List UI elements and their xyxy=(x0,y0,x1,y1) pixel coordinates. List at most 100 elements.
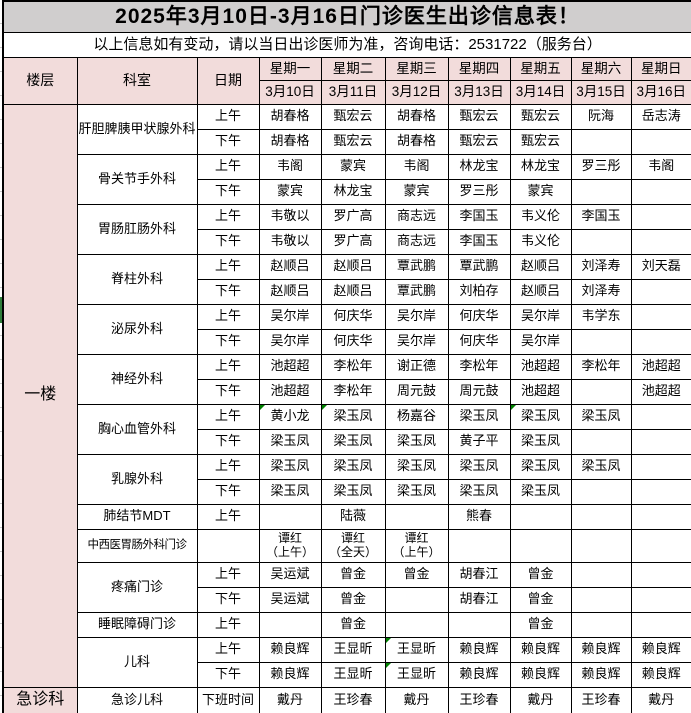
department-cell[interactable]: 肝胆脾胰甲状腺外科 xyxy=(76,103,198,155)
time-slot-cell[interactable]: 下午 xyxy=(196,661,260,688)
floor-cell[interactable]: 一楼 xyxy=(2,103,78,688)
schedule-cell[interactable] xyxy=(509,528,572,563)
schedule-cell[interactable]: 梁玉凤 xyxy=(320,453,386,480)
schedule-cell[interactable]: 罗三彤 xyxy=(447,178,511,205)
schedule-cell[interactable]: 梁玉凤 xyxy=(258,453,322,480)
schedule-cell[interactable]: 何庆华 xyxy=(447,303,511,330)
schedule-cell[interactable]: 梁玉凤 xyxy=(320,478,386,505)
schedule-cell[interactable]: 王显昕 xyxy=(384,636,449,663)
schedule-cell[interactable]: 赵顺吕 xyxy=(258,278,322,305)
schedule-cell[interactable]: 商志远 xyxy=(384,228,449,255)
schedule-cell[interactable]: 梁玉凤 xyxy=(509,453,572,480)
schedule-cell[interactable]: 罗广高 xyxy=(320,203,386,230)
schedule-cell[interactable]: 赖良辉 xyxy=(258,636,322,663)
schedule-cell[interactable]: 吴尔岸 xyxy=(258,303,322,330)
schedule-cell[interactable]: 韦敬以 xyxy=(258,203,322,230)
schedule-cell[interactable]: 王珍春 xyxy=(447,686,511,713)
schedule-cell[interactable] xyxy=(570,228,632,255)
schedule-cell[interactable]: 林龙宝 xyxy=(320,178,386,205)
schedule-cell[interactable]: 池超超 xyxy=(630,353,691,380)
department-cell[interactable]: 脊柱外科 xyxy=(76,253,198,305)
schedule-cell[interactable] xyxy=(570,528,632,563)
schedule-cell[interactable]: 胡春格 xyxy=(258,103,322,130)
schedule-cell[interactable]: 韦敬以 xyxy=(258,228,322,255)
schedule-cell[interactable]: 曾金 xyxy=(384,561,449,588)
schedule-cell[interactable]: 胡春江 xyxy=(447,586,511,613)
schedule-cell[interactable] xyxy=(570,586,632,613)
schedule-cell[interactable] xyxy=(384,611,449,638)
time-slot-cell[interactable]: 上午 xyxy=(196,103,260,130)
weekday-header-thu[interactable]: 星期四 xyxy=(447,56,511,81)
time-slot-cell[interactable] xyxy=(196,528,260,563)
schedule-cell[interactable]: 赖良辉 xyxy=(447,661,511,688)
schedule-cell[interactable]: 赖良辉 xyxy=(509,661,572,688)
department-cell[interactable]: 胃肠肛肠外科 xyxy=(76,203,198,255)
schedule-cell[interactable]: 刘泽寿 xyxy=(570,278,632,305)
schedule-cell[interactable]: 梁玉凤 xyxy=(258,428,322,455)
schedule-cell[interactable]: 韦义伦 xyxy=(509,228,572,255)
schedule-cell[interactable] xyxy=(630,128,691,155)
schedule-cell[interactable]: 韦阁 xyxy=(258,153,322,180)
schedule-cell[interactable]: 蒙宾 xyxy=(509,178,572,205)
schedule-cell[interactable]: 甄宏云 xyxy=(447,103,511,130)
time-slot-cell[interactable]: 下午 xyxy=(196,278,260,305)
time-slot-cell[interactable]: 下班时间 xyxy=(196,686,260,713)
schedule-cell[interactable]: 赵顺吕 xyxy=(258,253,322,280)
schedule-cell[interactable]: 胡春格 xyxy=(258,128,322,155)
schedule-cell[interactable] xyxy=(630,178,691,205)
schedule-cell[interactable]: 戴丹 xyxy=(258,686,322,713)
time-slot-cell[interactable]: 上午 xyxy=(196,453,260,480)
schedule-cell[interactable]: 李松年 xyxy=(570,353,632,380)
weekday-header-mon[interactable]: 星期一 xyxy=(258,56,322,81)
schedule-cell[interactable]: 韦学东 xyxy=(570,303,632,330)
department-cell[interactable]: 神经外科 xyxy=(76,353,198,405)
schedule-cell[interactable]: 梁玉凤 xyxy=(384,478,449,505)
time-slot-cell[interactable]: 下午 xyxy=(196,178,260,205)
schedule-cell[interactable]: 甄宏云 xyxy=(509,103,572,130)
schedule-cell[interactable]: 曾金 xyxy=(509,561,572,588)
schedule-cell[interactable]: 甄宏云 xyxy=(320,128,386,155)
schedule-cell[interactable] xyxy=(630,403,691,430)
department-cell[interactable]: 中西医胃肠外科门诊 xyxy=(76,528,198,563)
schedule-cell[interactable]: 蒙宾 xyxy=(384,178,449,205)
schedule-cell[interactable]: 覃武鹏 xyxy=(384,278,449,305)
schedule-cell[interactable]: 商志远 xyxy=(384,203,449,230)
schedule-cell[interactable]: 赵顺吕 xyxy=(320,253,386,280)
schedule-cell[interactable] xyxy=(570,178,632,205)
schedule-cell[interactable]: 池超超 xyxy=(509,378,572,405)
schedule-cell[interactable]: 何庆华 xyxy=(320,328,386,355)
schedule-cell[interactable] xyxy=(447,611,511,638)
department-cell[interactable]: 肺结节MDT xyxy=(76,503,198,530)
schedule-cell[interactable]: 何庆华 xyxy=(320,303,386,330)
schedule-cell[interactable]: 李松年 xyxy=(447,353,511,380)
schedule-cell[interactable]: 林龙宝 xyxy=(509,153,572,180)
schedule-cell[interactable]: 吴尔岸 xyxy=(509,303,572,330)
time-slot-cell[interactable]: 上午 xyxy=(196,353,260,380)
schedule-cell[interactable]: 梁玉凤 xyxy=(447,453,511,480)
schedule-cell[interactable]: 杨嘉谷 xyxy=(384,403,449,430)
schedule-cell[interactable]: 梁玉凤 xyxy=(509,428,572,455)
schedule-cell[interactable] xyxy=(630,528,691,563)
schedule-cell[interactable]: 李国玉 xyxy=(570,203,632,230)
time-slot-cell[interactable]: 下午 xyxy=(196,128,260,155)
time-slot-cell[interactable]: 下午 xyxy=(196,428,260,455)
schedule-cell[interactable]: 赵顺吕 xyxy=(509,253,572,280)
schedule-cell[interactable]: 吴尔岸 xyxy=(384,303,449,330)
schedule-cell[interactable] xyxy=(384,503,449,530)
schedule-cell[interactable]: 赖良辉 xyxy=(630,661,691,688)
schedule-cell[interactable]: 周元鼓 xyxy=(384,378,449,405)
schedule-cell[interactable]: 胡春格 xyxy=(384,103,449,130)
schedule-cell[interactable]: 王显昕 xyxy=(320,661,386,688)
time-slot-cell[interactable]: 上午 xyxy=(196,153,260,180)
schedule-cell[interactable]: 王珍春 xyxy=(570,686,632,713)
schedule-cell[interactable] xyxy=(447,528,511,563)
schedule-cell[interactable] xyxy=(570,478,632,505)
schedule-cell[interactable]: 甄宏云 xyxy=(320,103,386,130)
schedule-cell[interactable]: 韦阁 xyxy=(630,153,691,180)
schedule-cell[interactable]: 吴运斌 xyxy=(258,561,322,588)
schedule-cell[interactable] xyxy=(570,128,632,155)
schedule-cell[interactable]: 李国玉 xyxy=(447,203,511,230)
schedule-cell[interactable]: 韦义伦 xyxy=(509,203,572,230)
schedule-cell[interactable]: 梁玉凤 xyxy=(320,428,386,455)
date-header-4[interactable]: 3月14日 xyxy=(509,79,572,105)
